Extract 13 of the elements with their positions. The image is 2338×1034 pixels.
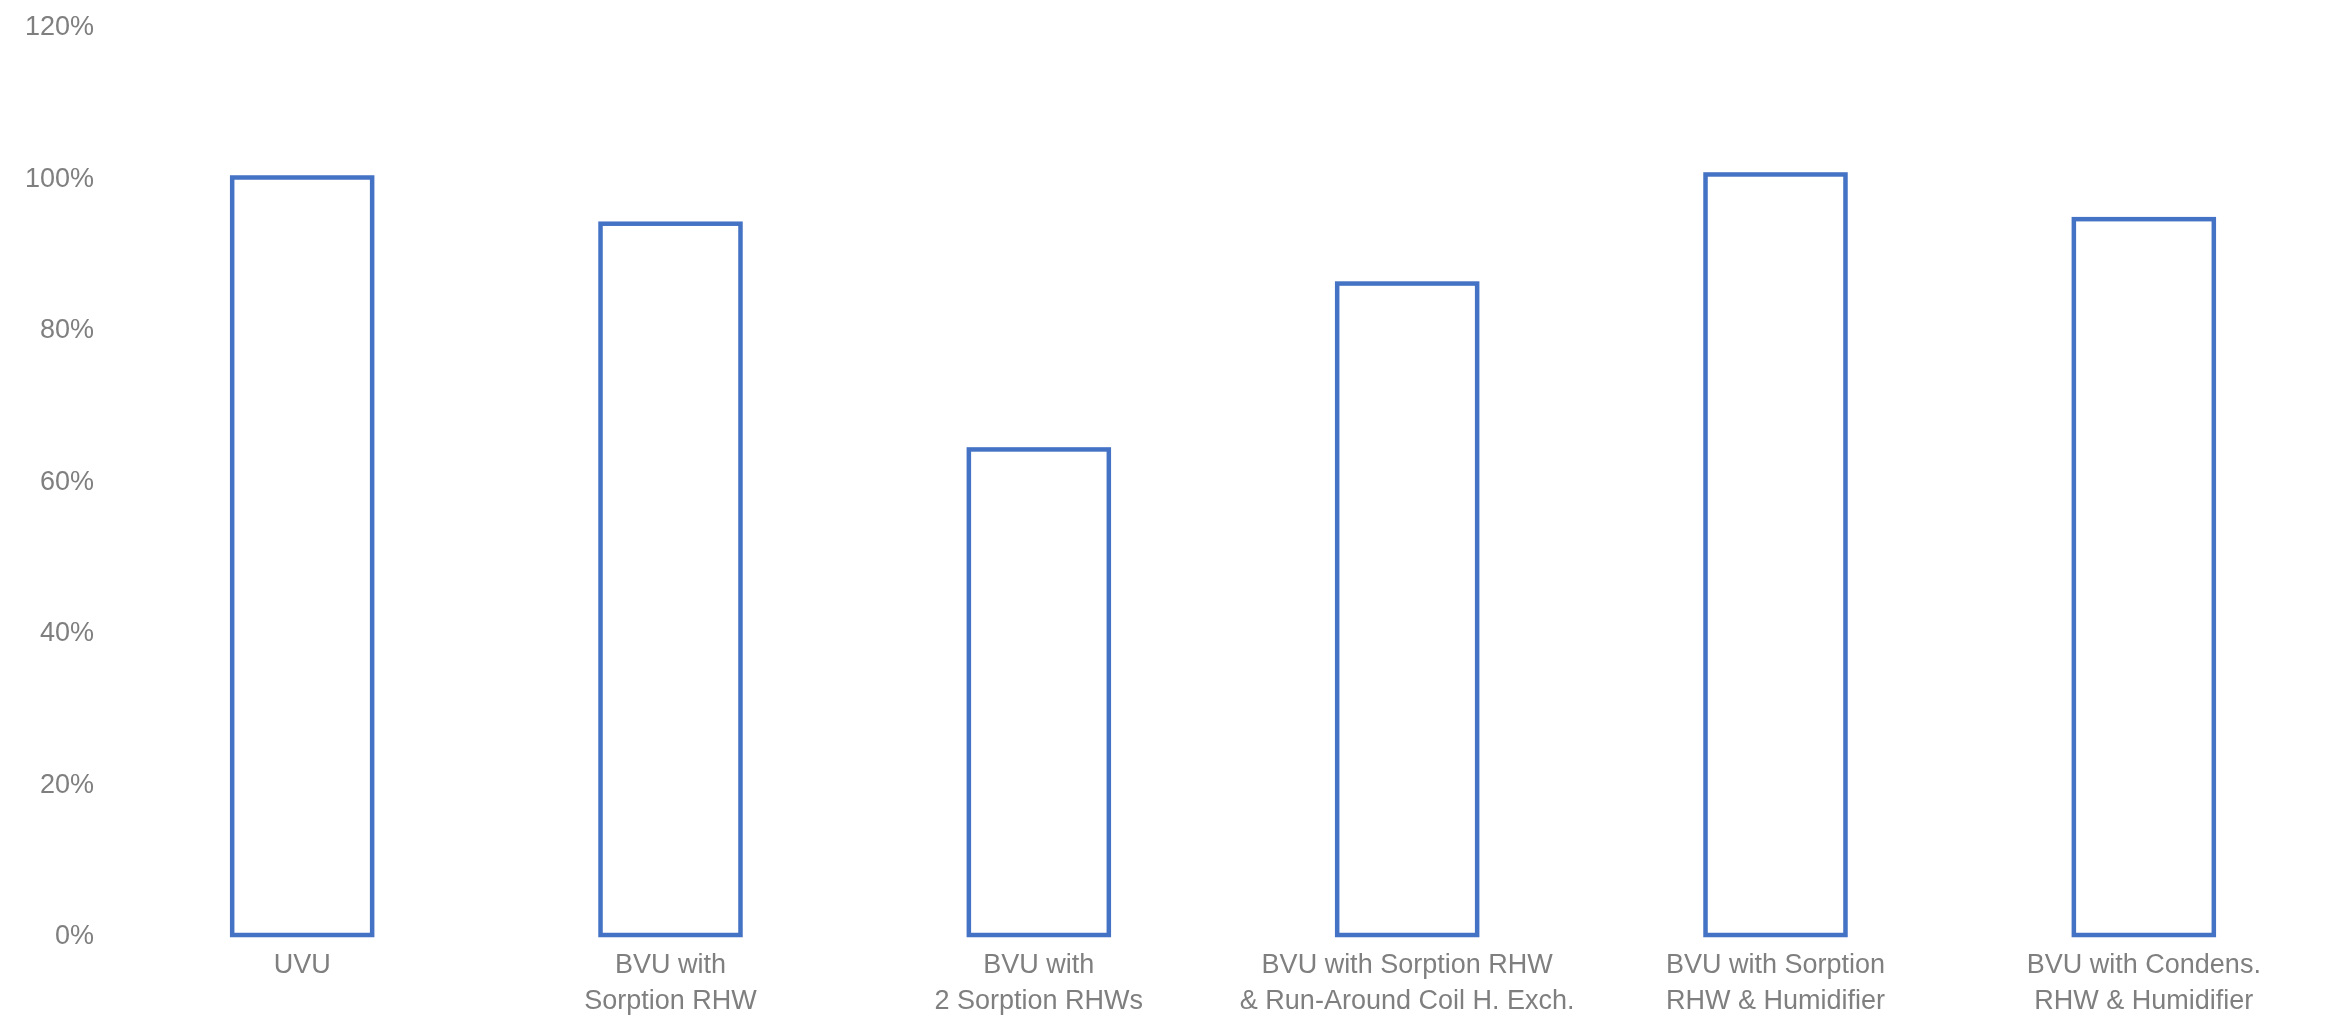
x-tick-label: BVU with 2 Sorption RHWs [934,949,1144,1015]
y-tick-label: 80% [39,314,94,345]
y-tick-label: 100% [24,162,94,193]
x-tick-label: BVU with Condens. RHW & Humidifier [2026,949,2261,1015]
y-tick-label: 0% [54,920,94,951]
y-tick-label: 60% [39,465,94,496]
x-tick-label: BVU with Sorption RHW & Run-Around Coil H. Exch. [1239,949,1575,1015]
x-tick-label: UVU [273,949,331,979]
y-tick-label: 120% [24,11,94,42]
y-tick-label: 40% [39,617,94,648]
x-tick-label: BVU with Sorption RHW & Humidifier [1665,949,1886,1015]
x-tick-label: BVU with Sorption RHW [584,949,758,1015]
y-tick-label: 20% [39,768,94,799]
